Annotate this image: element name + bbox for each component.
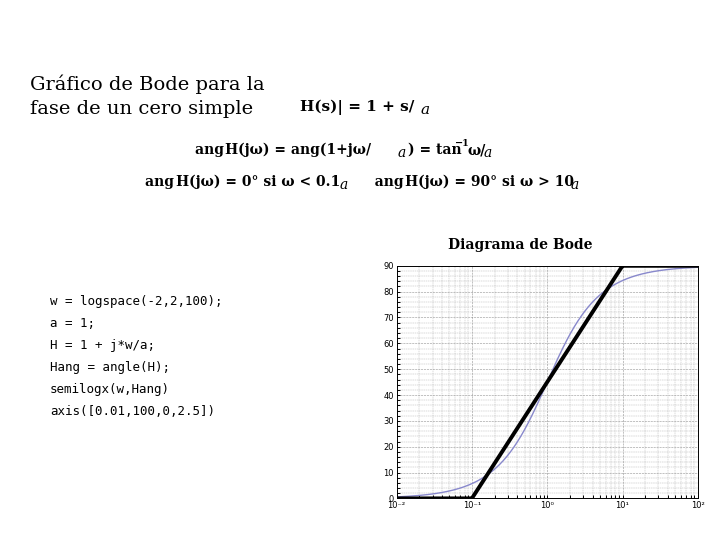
Text: H(jω) = 0° si ω < 0.1: H(jω) = 0° si ω < 0.1 — [176, 175, 341, 190]
Text: w = logspace(-2,2,100);: w = logspace(-2,2,100); — [50, 295, 222, 308]
Text: H(jω) = ang(1+jω/: H(jω) = ang(1+jω/ — [225, 143, 371, 157]
Text: H(jω) = 90° si ω > 10: H(jω) = 90° si ω > 10 — [405, 175, 574, 190]
Text: fase de un cero simple: fase de un cero simple — [30, 100, 253, 118]
Text: a: a — [571, 178, 580, 192]
Text: a: a — [420, 103, 429, 117]
Text: H = 1 + j*w/a;: H = 1 + j*w/a; — [50, 339, 155, 352]
Text: ω/: ω/ — [468, 143, 487, 157]
Text: a: a — [398, 146, 406, 160]
Text: ang: ang — [360, 175, 408, 189]
Text: Hang = angle(H);: Hang = angle(H); — [50, 361, 170, 374]
Text: ) = tan: ) = tan — [408, 143, 462, 157]
Text: Gráfico de Bode para la: Gráfico de Bode para la — [30, 75, 265, 94]
Text: −1: −1 — [455, 139, 469, 148]
Text: axis([0.01,100,0,2.5]): axis([0.01,100,0,2.5]) — [50, 405, 215, 418]
Text: ang: ang — [145, 175, 179, 189]
Text: H(s)| = 1 + s/: H(s)| = 1 + s/ — [300, 100, 415, 116]
Text: a: a — [484, 146, 492, 160]
Text: Diagrama de Bode: Diagrama de Bode — [448, 238, 593, 252]
Text: a: a — [340, 178, 348, 192]
Text: a = 1;: a = 1; — [50, 317, 95, 330]
Text: ang: ang — [195, 143, 229, 157]
Text: semilogx(w,Hang): semilogx(w,Hang) — [50, 383, 170, 396]
